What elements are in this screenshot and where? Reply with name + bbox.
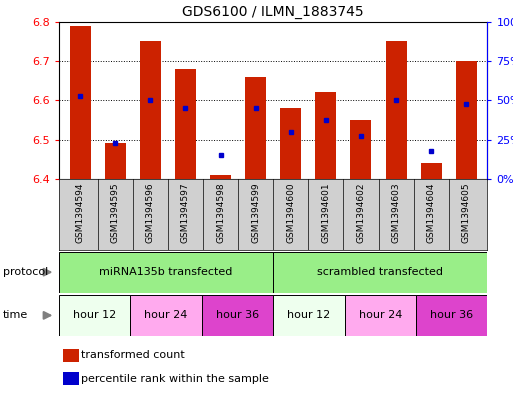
Bar	[386, 41, 407, 179]
Text: GSM1394604: GSM1394604	[427, 182, 436, 243]
Bar	[456, 61, 477, 179]
Bar	[130, 295, 202, 336]
Text: GSM1394597: GSM1394597	[181, 182, 190, 243]
Bar	[280, 108, 301, 179]
Text: time: time	[3, 310, 28, 320]
Text: GSM1394598: GSM1394598	[216, 182, 225, 243]
Bar	[210, 175, 231, 179]
Bar	[63, 349, 78, 362]
Text: GSM1394601: GSM1394601	[321, 182, 330, 243]
Text: hour 24: hour 24	[359, 310, 402, 320]
Bar	[59, 252, 273, 293]
Text: GSM1394602: GSM1394602	[357, 182, 365, 243]
Bar	[416, 295, 487, 336]
Text: GSM1394605: GSM1394605	[462, 182, 471, 243]
Text: GSM1394599: GSM1394599	[251, 182, 260, 243]
Text: miRNA135b transfected: miRNA135b transfected	[100, 267, 233, 277]
Bar	[273, 295, 345, 336]
Bar	[350, 120, 371, 179]
Text: GSM1394603: GSM1394603	[391, 182, 401, 243]
Bar	[273, 252, 487, 293]
Bar	[59, 295, 130, 336]
Text: hour 36: hour 36	[430, 310, 473, 320]
Bar	[105, 143, 126, 179]
Bar	[245, 77, 266, 179]
Text: GSM1394595: GSM1394595	[111, 182, 120, 243]
Text: percentile rank within the sample: percentile rank within the sample	[81, 374, 269, 384]
Bar	[202, 295, 273, 336]
Bar	[315, 92, 337, 179]
Text: GSM1394600: GSM1394600	[286, 182, 295, 243]
Text: protocol: protocol	[3, 267, 48, 277]
Text: GSM1394596: GSM1394596	[146, 182, 155, 243]
Text: GSM1394594: GSM1394594	[75, 182, 85, 243]
Text: hour 12: hour 12	[287, 310, 330, 320]
Text: hour 36: hour 36	[216, 310, 259, 320]
Text: transformed count: transformed count	[81, 350, 185, 360]
Bar	[140, 41, 161, 179]
Bar	[345, 295, 416, 336]
Title: GDS6100 / ILMN_1883745: GDS6100 / ILMN_1883745	[182, 5, 364, 19]
Text: hour 12: hour 12	[73, 310, 116, 320]
Bar	[70, 26, 91, 179]
Bar	[421, 163, 442, 179]
Text: hour 24: hour 24	[144, 310, 188, 320]
Text: scrambled transfected: scrambled transfected	[317, 267, 443, 277]
Bar	[175, 69, 196, 179]
Bar	[63, 372, 78, 385]
